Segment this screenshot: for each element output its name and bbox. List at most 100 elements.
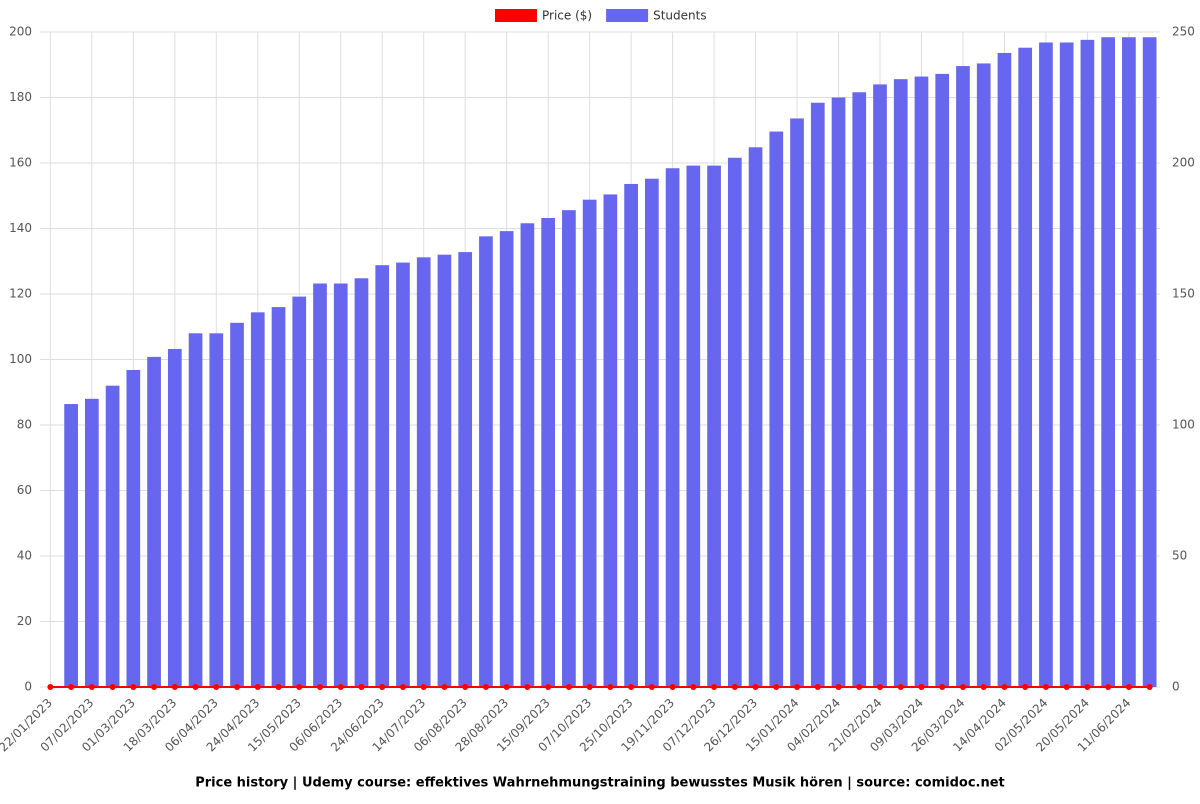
price-point xyxy=(1042,684,1049,690)
bar xyxy=(541,218,555,687)
price-point xyxy=(68,684,75,690)
y-tick-label: 200 xyxy=(9,25,32,39)
bar xyxy=(707,165,721,687)
y2-tick-label: 250 xyxy=(1172,25,1195,39)
price-point xyxy=(835,684,842,690)
price-point xyxy=(586,684,593,690)
price-point xyxy=(669,684,676,690)
bar xyxy=(520,223,535,687)
price-point xyxy=(690,684,697,690)
bar xyxy=(1039,42,1053,688)
bar xyxy=(831,97,846,687)
bar xyxy=(354,278,369,687)
price-point xyxy=(171,684,178,690)
price-point xyxy=(151,684,158,690)
price-point xyxy=(317,684,323,690)
price-point xyxy=(565,684,572,690)
chart-title: Price history | Udemy course: effektives… xyxy=(195,776,1005,791)
y-tick-label: 180 xyxy=(9,90,32,104)
price-point xyxy=(482,684,489,690)
y-tick-label: 60 xyxy=(17,483,32,497)
bar xyxy=(976,63,991,687)
bar xyxy=(603,194,618,687)
bar xyxy=(1080,39,1095,688)
bar xyxy=(167,349,182,687)
price-point xyxy=(1146,684,1153,690)
bar xyxy=(914,76,929,688)
price-point xyxy=(939,684,946,690)
bar xyxy=(852,92,867,687)
price-point xyxy=(213,684,220,690)
price-point xyxy=(420,684,427,690)
bar xyxy=(437,254,452,687)
bar xyxy=(499,231,514,687)
legend-label: Price ($) xyxy=(542,9,592,23)
price-point xyxy=(130,684,137,690)
price-point xyxy=(1084,684,1091,690)
price-point xyxy=(441,684,448,690)
y2-tick-label: 50 xyxy=(1172,549,1187,563)
bar xyxy=(126,369,141,687)
bar xyxy=(271,307,286,687)
y-tick-label: 140 xyxy=(9,221,32,235)
bar xyxy=(64,404,78,687)
price-point xyxy=(980,684,987,690)
bar xyxy=(769,131,784,687)
price-point xyxy=(877,684,883,690)
bar xyxy=(810,102,825,688)
bar xyxy=(645,178,659,687)
legend-label: Students xyxy=(653,9,707,23)
price-point xyxy=(814,684,821,690)
price-point xyxy=(1001,684,1008,690)
legend-swatch xyxy=(606,9,649,22)
price-point xyxy=(1105,684,1112,690)
bar xyxy=(396,262,410,687)
bar xyxy=(147,356,161,687)
bar xyxy=(479,236,493,688)
y-tick-label: 120 xyxy=(9,287,32,301)
price-point xyxy=(88,684,95,690)
bar xyxy=(582,199,597,687)
bar xyxy=(458,252,473,687)
price-point xyxy=(897,684,904,690)
price-point xyxy=(109,684,116,690)
price-point xyxy=(773,684,780,690)
bar xyxy=(562,210,576,687)
price-point xyxy=(731,684,738,690)
price-point xyxy=(254,684,261,690)
bar xyxy=(624,183,638,687)
price-point xyxy=(607,684,614,690)
bar xyxy=(893,79,908,687)
price-point xyxy=(358,684,365,690)
bar xyxy=(686,165,701,687)
price-point xyxy=(628,684,635,690)
bar xyxy=(313,283,327,687)
bar xyxy=(727,157,742,687)
y-tick-label: 0 xyxy=(24,680,32,694)
y-tick-label: 160 xyxy=(9,156,32,170)
bar xyxy=(250,312,265,687)
y-tick-label: 100 xyxy=(9,352,32,366)
price-point xyxy=(959,684,966,690)
bar xyxy=(188,333,203,687)
bar xyxy=(292,296,307,687)
price-point xyxy=(234,684,241,690)
bar xyxy=(935,73,950,688)
bar xyxy=(375,265,390,687)
bar xyxy=(333,283,348,687)
price-point xyxy=(711,684,718,690)
bar xyxy=(105,385,120,687)
price-point xyxy=(47,684,54,690)
bar xyxy=(1101,37,1115,688)
price-point xyxy=(379,684,386,690)
bar xyxy=(1142,37,1157,688)
price-point xyxy=(918,684,925,690)
bar xyxy=(230,322,244,687)
price-point xyxy=(856,684,863,690)
price-point xyxy=(545,684,552,690)
y-tick-label: 40 xyxy=(17,549,32,563)
bar xyxy=(956,66,970,687)
price-point xyxy=(337,684,344,690)
y-tick-label: 80 xyxy=(17,418,32,432)
bar xyxy=(1059,42,1074,688)
